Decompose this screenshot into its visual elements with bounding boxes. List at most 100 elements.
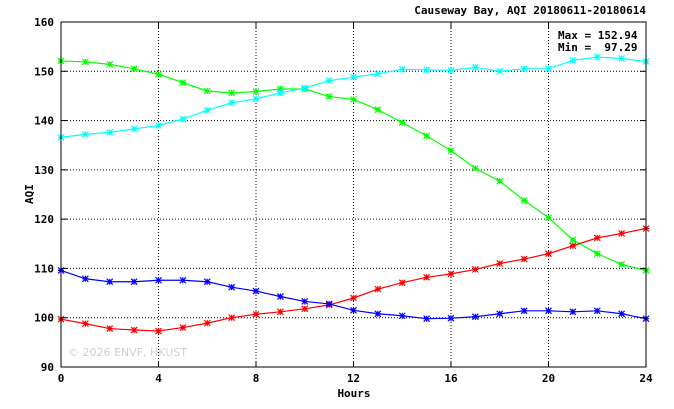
data-point [228,89,236,97]
data-point [520,65,528,73]
data-point [618,55,626,62]
y-tick-label: 120 [34,213,54,226]
data-point [155,276,162,284]
axis-ticks: 0 4 8 12 16 20 24 90 100 110 120 130 140 150 160 [34,16,653,385]
x-tick-label: 8 [253,372,260,385]
data-point [374,106,382,114]
data-point [471,313,479,321]
y-tick-label: 140 [34,115,54,128]
data-point [618,310,626,318]
data-point [81,58,89,66]
data-point [179,276,187,284]
x-tick-label: 20 [542,372,555,385]
data-point [447,147,455,155]
data-point [496,67,504,75]
data-point [325,77,333,85]
x-tick-label: 16 [444,372,458,385]
data-point [496,260,504,267]
min-annotation: Min = 97.29 [558,41,637,54]
data-point [106,128,114,136]
data-point [423,66,431,74]
data-point [276,293,284,300]
data-point [350,306,357,314]
data-point [325,300,333,308]
data-point [447,270,455,278]
data-point [423,132,431,140]
data-point [569,236,577,244]
data-point [569,308,577,316]
data-point [398,119,406,126]
data-point [276,85,284,93]
data-point [423,273,431,281]
data-point [228,314,236,322]
data-point [81,275,89,283]
data-point [228,283,236,291]
data-point [520,196,528,204]
data-point [520,307,528,315]
data-point [398,65,406,73]
data-point [252,310,260,318]
data-point [398,279,406,287]
y-tick-label: 160 [34,16,54,29]
y-tick-label: 100 [34,312,54,325]
data-point [471,164,479,172]
x-tick-label: 12 [347,372,360,385]
data-point [447,66,455,74]
data-point [179,79,187,87]
x-tick-label: 0 [58,372,65,385]
x-tick-label: 24 [639,372,653,385]
data-point [545,214,552,222]
watermark: © 2026 ENVF, HKUST [68,346,187,359]
data-point [228,99,236,107]
data-point [593,250,601,258]
data-point [203,278,211,286]
x-tick-label: 4 [155,372,162,385]
data-point [325,92,333,100]
data-point [252,287,260,295]
data-point [545,307,552,315]
data-point [398,312,406,320]
data-point [155,122,162,129]
data-point [496,177,504,185]
data-point [569,242,577,250]
chart-title: Causeway Bay, AQI 20180611-20180614 [414,4,646,17]
data-point [155,70,162,78]
data-point [276,308,284,316]
series-2 [57,225,650,335]
data-point [374,285,382,293]
y-tick-label: 130 [34,164,54,177]
data-point [203,106,211,114]
data-point [130,278,138,286]
y-tick-label: 150 [34,65,54,78]
series-0 [57,57,650,274]
data-point [569,57,577,64]
max-annotation: Max = 152.94 [558,29,638,42]
data-point [203,87,211,95]
series-line [60,227,647,332]
data-point [471,265,479,273]
data-point [545,65,552,73]
data-point [301,305,309,313]
y-axis-label: AQI [23,184,36,204]
data-point [81,130,89,138]
data-point [350,73,357,81]
data-point [106,325,114,332]
data-point [81,320,89,328]
data-point [252,88,260,95]
data-point [179,115,187,123]
data-point [593,53,601,61]
data-point [301,84,309,92]
data-point [423,315,431,323]
grid-lines [61,22,646,367]
y-tick-label: 90 [41,361,54,374]
data-point [130,326,138,334]
data-point [545,250,552,258]
data-point [496,310,504,318]
data-point [179,324,187,331]
data-point [301,298,309,305]
data-point [155,327,162,335]
data-point [593,234,601,242]
data-point [130,125,138,133]
data-point [593,307,601,315]
data-point [447,314,455,322]
